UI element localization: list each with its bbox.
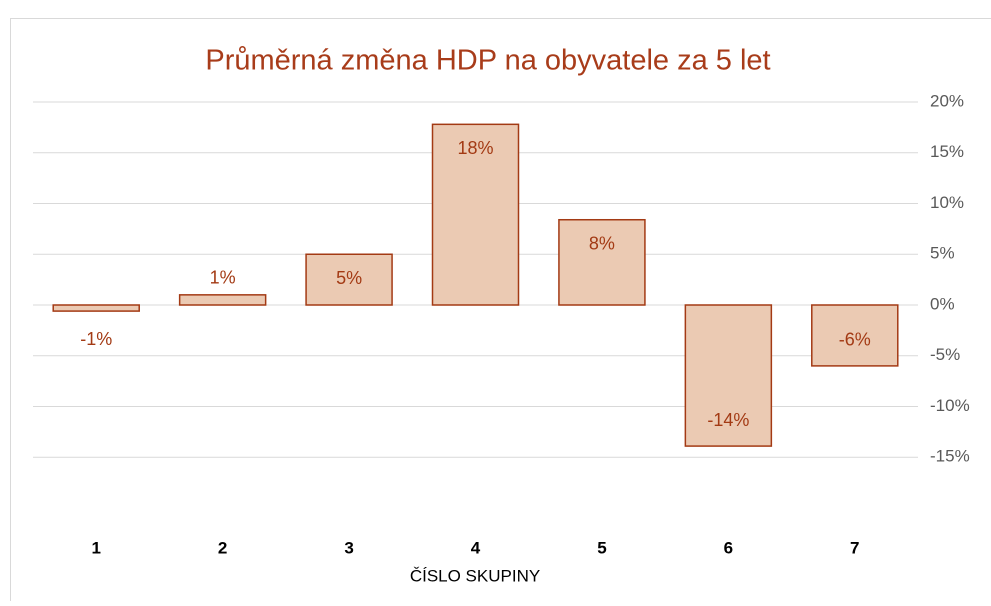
data-label: 1%	[210, 268, 236, 288]
x-tick-label: 3	[344, 538, 353, 557]
data-label: -1%	[80, 329, 112, 349]
x-tick-label: 6	[724, 538, 733, 557]
x-tick-label: 2	[218, 538, 227, 557]
x-axis-label: ČÍSLO SKUPINY	[410, 566, 540, 585]
y-tick-label: -15%	[930, 447, 970, 466]
bar	[53, 305, 139, 311]
data-label: -14%	[707, 410, 749, 430]
y-tick-label: -5%	[930, 345, 960, 364]
y-tick-label: 20%	[930, 91, 964, 110]
y-tick-label: 5%	[930, 244, 955, 263]
y-tick-label: 10%	[930, 193, 964, 212]
data-label: -6%	[839, 330, 871, 350]
data-label: 18%	[457, 138, 493, 158]
x-tick-label: 4	[471, 538, 481, 557]
y-tick-label: 0%	[930, 294, 955, 313]
y-tick-label: -10%	[930, 396, 970, 415]
x-tick-label: 5	[597, 538, 606, 557]
data-label: 8%	[589, 233, 615, 253]
x-tick-label: 1	[91, 538, 100, 557]
bar	[180, 295, 266, 305]
y-tick-label: 15%	[930, 142, 964, 161]
x-tick-label: 7	[850, 538, 859, 557]
chart-title: Průměrná změna HDP na obyvatele za 5 let	[205, 45, 770, 77]
data-label: 5%	[336, 268, 362, 288]
